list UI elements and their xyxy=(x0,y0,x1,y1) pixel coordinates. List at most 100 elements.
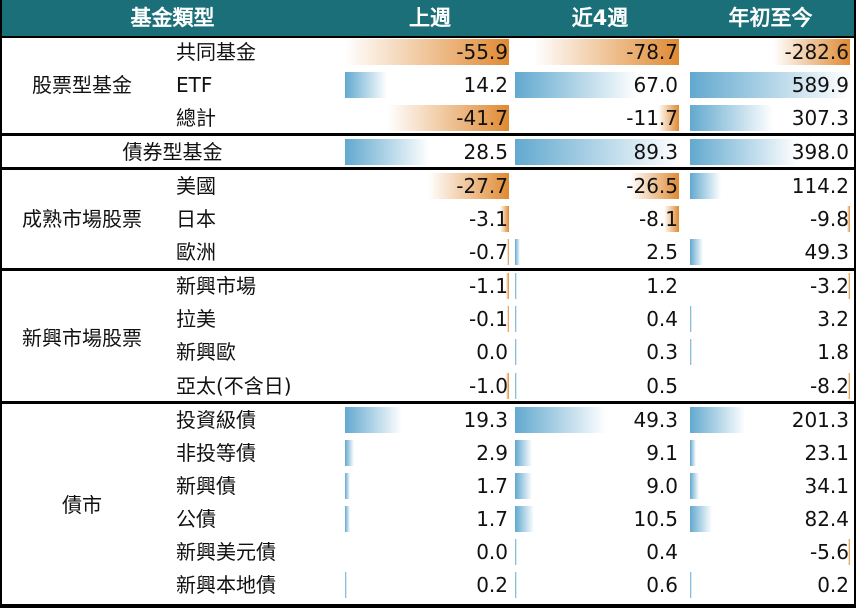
outflow-bar xyxy=(658,105,679,131)
header-category: 基金類型 xyxy=(130,6,215,30)
row-divider xyxy=(0,268,856,271)
row-label: 新興市場 xyxy=(176,274,256,298)
flow-value: 1.7 xyxy=(476,507,508,531)
flow-value: -1.1 xyxy=(468,274,508,298)
flow-value: 307.3 xyxy=(791,106,849,130)
row-label: ETF xyxy=(176,73,213,97)
flow-value: 34.1 xyxy=(804,474,849,498)
inflow-bar xyxy=(690,139,798,165)
inflow-bar xyxy=(345,139,429,165)
row-label: 美國 xyxy=(176,174,216,198)
inflow-bar xyxy=(690,506,712,532)
flow-value: 23.1 xyxy=(804,441,849,465)
flow-value: 9.1 xyxy=(646,441,678,465)
row-label: 新興本地債 xyxy=(176,573,276,597)
group-label: 新興市場股票 xyxy=(22,326,142,350)
outflow-bar xyxy=(345,39,509,65)
row-label: 投資級債 xyxy=(176,408,256,432)
inflow-bar xyxy=(515,539,517,565)
outflow-bar xyxy=(507,306,509,332)
row-label: 新興歐 xyxy=(176,340,236,364)
outflow-bar xyxy=(428,173,509,199)
row-label: 共同基金 xyxy=(176,40,256,64)
inflow-bar xyxy=(690,306,692,332)
inflow-bar xyxy=(690,239,703,265)
row-label: 新興債 xyxy=(176,474,236,498)
flow-value: 0.2 xyxy=(476,573,508,597)
inflow-bar xyxy=(515,72,638,98)
flow-value: -282.6 xyxy=(784,40,849,64)
row-label: 新興美元債 xyxy=(176,540,276,564)
row-label: 總計 xyxy=(176,106,216,130)
flow-value: -3.2 xyxy=(809,274,849,298)
inflow-bar xyxy=(345,72,387,98)
flow-value: 89.3 xyxy=(633,140,678,164)
flow-value: -55.9 xyxy=(456,40,508,64)
row-label: 日本 xyxy=(176,207,216,231)
inflow-bar xyxy=(345,506,350,532)
flow-value: -1.0 xyxy=(468,374,508,398)
row-divider xyxy=(0,167,856,170)
table-header: 基金類型 上週 近4週 年初至今 xyxy=(0,0,856,36)
row-label: 拉美 xyxy=(176,307,216,331)
group-label: 債市 xyxy=(62,493,102,517)
outflow-bar xyxy=(534,39,679,65)
row-divider xyxy=(0,401,856,404)
inflow-bar xyxy=(345,440,354,466)
flow-value: -9.8 xyxy=(809,207,849,231)
flow-value: 9.0 xyxy=(646,474,678,498)
header-last-week: 上週 xyxy=(409,6,451,30)
flow-value: 19.3 xyxy=(463,408,508,432)
inflow-bar xyxy=(515,306,517,332)
row-divider xyxy=(0,604,856,608)
flow-value: 0.0 xyxy=(476,540,508,564)
outflow-bar xyxy=(848,539,850,565)
outflow-bar xyxy=(847,206,850,232)
inflow-bar xyxy=(515,506,534,532)
flow-value: 67.0 xyxy=(633,73,678,97)
flow-value: -0.7 xyxy=(468,240,508,264)
flow-value: -8.1 xyxy=(638,207,678,231)
flow-value: -41.7 xyxy=(456,106,508,130)
table-left-border xyxy=(0,0,2,608)
flow-value: -26.5 xyxy=(626,174,678,198)
flow-value: 1.8 xyxy=(817,340,849,364)
row-divider xyxy=(0,133,856,136)
flow-value: 49.3 xyxy=(804,240,849,264)
flow-value: -3.1 xyxy=(468,207,508,231)
flow-value: 398.0 xyxy=(791,140,849,164)
outflow-bar xyxy=(387,105,509,131)
outflow-bar xyxy=(848,373,850,399)
inflow-bar xyxy=(515,407,606,433)
flow-value: 0.4 xyxy=(646,540,678,564)
flow-value: 2.5 xyxy=(646,240,678,264)
flow-value: 0.0 xyxy=(476,340,508,364)
inflow-bar xyxy=(690,72,850,98)
flow-value: -5.6 xyxy=(809,540,849,564)
flow-value: 82.4 xyxy=(804,507,849,531)
outflow-bar xyxy=(630,173,679,199)
outflow-bar xyxy=(773,39,850,65)
flow-value: 0.2 xyxy=(817,573,849,597)
inflow-bar xyxy=(345,572,347,598)
inflow-bar xyxy=(690,105,773,131)
flow-value: 0.5 xyxy=(646,374,678,398)
group-label: 債券型基金 xyxy=(122,140,223,164)
flow-value: 0.4 xyxy=(646,307,678,331)
row-divider xyxy=(0,36,856,38)
inflow-bar xyxy=(690,339,692,365)
row-label: 歐洲 xyxy=(176,240,216,264)
inflow-bar xyxy=(515,139,679,165)
flow-value: 28.5 xyxy=(463,140,508,164)
header-ytd: 年初至今 xyxy=(728,6,813,30)
row-label: 亞太(不含日) xyxy=(176,374,292,398)
row-label: 公債 xyxy=(176,507,216,531)
flow-value: 49.3 xyxy=(633,408,678,432)
inflow-bar xyxy=(345,473,350,499)
outflow-bar xyxy=(506,373,509,399)
flow-value: 14.2 xyxy=(463,73,508,97)
flow-value: -11.7 xyxy=(626,106,678,130)
inflow-bar xyxy=(515,273,517,299)
flow-value: 1.2 xyxy=(646,274,678,298)
group-label: 股票型基金 xyxy=(32,73,132,97)
